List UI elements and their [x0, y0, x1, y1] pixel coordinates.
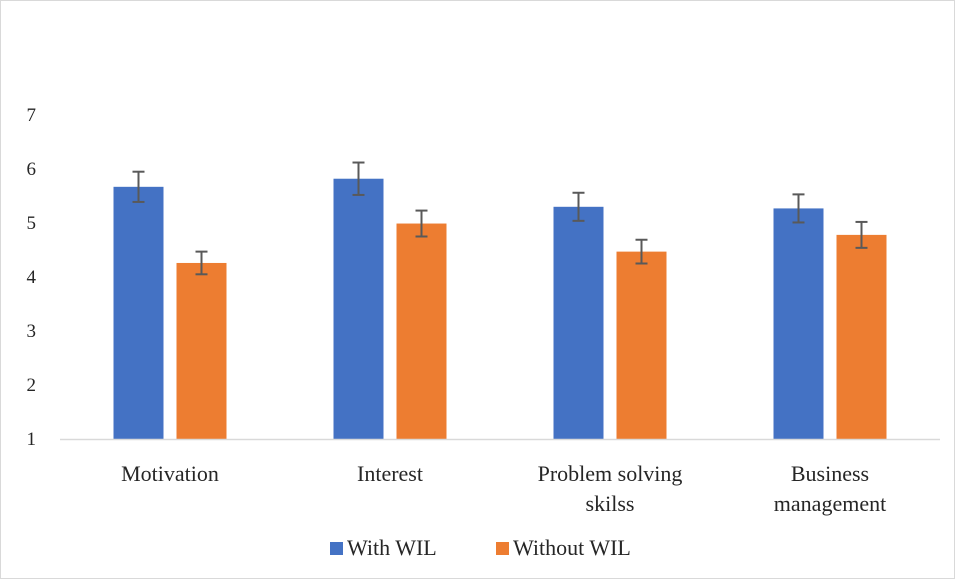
x-category-label-line: Problem solving: [538, 461, 683, 486]
bar: [113, 186, 164, 439]
x-category-label-line: management: [774, 491, 886, 516]
bar: [836, 234, 887, 439]
x-category-label-line: Motivation: [121, 461, 219, 486]
legend-label: With WIL: [347, 535, 437, 560]
bar: [396, 223, 447, 439]
x-category-label-line: Business: [791, 461, 869, 486]
y-tick-label: 6: [27, 159, 37, 180]
bar: [553, 206, 604, 439]
x-category-label-line: Interest: [357, 461, 423, 486]
bar: [773, 208, 824, 439]
y-tick-label: 5: [27, 213, 37, 234]
y-tick-label: 1: [27, 429, 37, 450]
x-category-label: Motivation: [121, 461, 219, 486]
y-tick-label: 4: [27, 267, 37, 288]
bar: [616, 251, 667, 439]
legend-swatch: [496, 542, 509, 555]
y-tick-label: 2: [27, 375, 37, 396]
x-category-label: Interest: [357, 461, 423, 486]
x-category-label: Problem solving skilss: [538, 461, 683, 516]
bar: [333, 178, 384, 439]
legend-label: Without WIL: [513, 535, 631, 560]
y-tick-label: 3: [27, 321, 37, 342]
y-tick-label: 7: [27, 105, 37, 126]
x-category-label: Business management: [774, 461, 886, 516]
bar: [176, 262, 227, 439]
x-category-label-line: skilss: [586, 491, 635, 516]
legend-swatch: [330, 542, 343, 555]
